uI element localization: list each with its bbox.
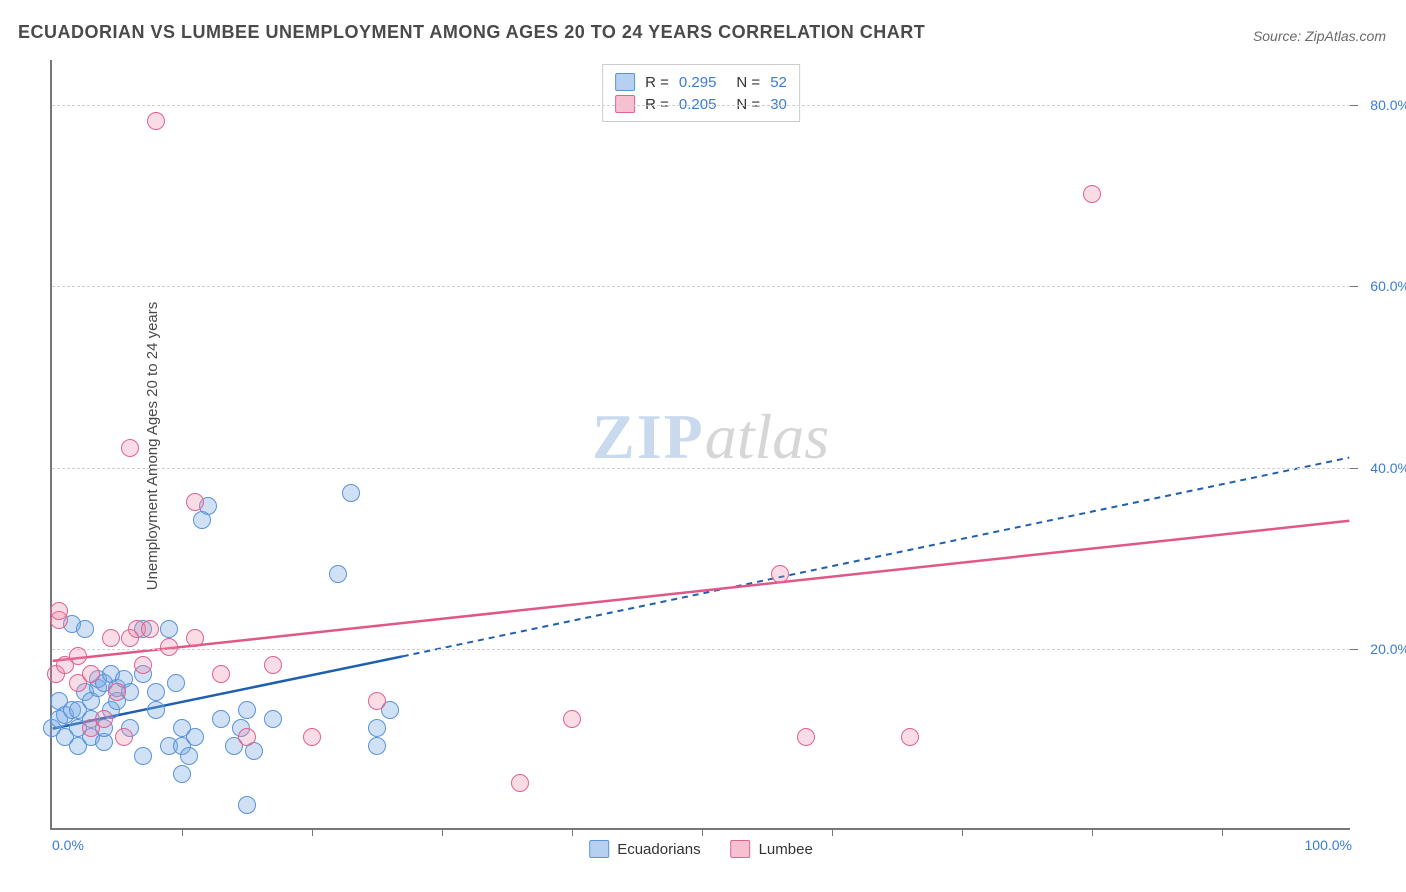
y-tick	[1350, 286, 1358, 287]
data-point	[1083, 185, 1101, 203]
data-point	[212, 710, 230, 728]
x-tick-label: 0.0%	[52, 837, 84, 853]
data-point	[50, 602, 68, 620]
x-tick	[832, 828, 833, 836]
x-tick	[572, 828, 573, 836]
data-point	[563, 710, 581, 728]
legend-r-label: R =	[645, 74, 669, 91]
watermark-zip: ZIP	[592, 401, 705, 472]
gridline	[52, 649, 1350, 650]
y-tick	[1350, 105, 1358, 106]
x-tick	[1092, 828, 1093, 836]
legend-r-label: R =	[645, 96, 669, 113]
data-point	[147, 683, 165, 701]
y-tick-label: 40.0%	[1370, 460, 1406, 476]
legend-swatch	[589, 840, 609, 858]
source-attribution: Source: ZipAtlas.com	[1253, 28, 1386, 44]
data-point	[342, 484, 360, 502]
data-point	[186, 629, 204, 647]
data-point	[264, 710, 282, 728]
data-point	[368, 719, 386, 737]
gridline	[52, 105, 1350, 106]
data-point	[173, 765, 191, 783]
data-point	[147, 112, 165, 130]
data-point	[167, 674, 185, 692]
legend-n-value: 52	[770, 74, 787, 91]
data-point	[95, 710, 113, 728]
data-point	[121, 439, 139, 457]
data-point	[147, 701, 165, 719]
data-point	[180, 747, 198, 765]
legend-row: R = 0.205 N = 30	[615, 93, 787, 115]
data-point	[160, 638, 178, 656]
data-point	[160, 620, 178, 638]
data-point	[186, 493, 204, 511]
data-point	[303, 728, 321, 746]
x-tick	[962, 828, 963, 836]
data-point	[238, 728, 256, 746]
legend-series-name: Ecuadorians	[617, 841, 700, 858]
data-point	[771, 565, 789, 583]
chart-title: ECUADORIAN VS LUMBEE UNEMPLOYMENT AMONG …	[18, 22, 925, 43]
data-point	[141, 620, 159, 638]
data-point	[134, 747, 152, 765]
legend-item: Ecuadorians	[589, 840, 700, 858]
legend-n-label: N =	[736, 74, 760, 91]
x-tick	[1222, 828, 1223, 836]
legend-n-value: 30	[770, 96, 787, 113]
watermark-atlas: atlas	[705, 401, 829, 472]
x-tick	[182, 828, 183, 836]
legend-n-label: N =	[736, 96, 760, 113]
legend-r-value: 0.205	[679, 96, 717, 113]
data-point	[368, 692, 386, 710]
y-tick-label: 20.0%	[1370, 641, 1406, 657]
plot-area: ZIPatlas R =0.295N =52R =0.205N =30 Ecua…	[50, 60, 1350, 830]
x-tick-label: 100.0%	[1305, 837, 1352, 853]
legend-item: Lumbee	[731, 840, 813, 858]
x-tick	[312, 828, 313, 836]
data-point	[115, 728, 133, 746]
correlation-legend: R = 0.295 N = 52 R = 0.205 N = 30	[602, 64, 800, 122]
y-tick-label: 60.0%	[1370, 278, 1406, 294]
data-point	[134, 656, 152, 674]
x-tick	[442, 828, 443, 836]
data-point	[238, 701, 256, 719]
data-point	[82, 665, 100, 683]
legend-swatch	[615, 95, 635, 113]
data-point	[76, 620, 94, 638]
gridline	[52, 468, 1350, 469]
data-point	[212, 665, 230, 683]
legend-r-value: 0.295	[679, 74, 717, 91]
data-point	[511, 774, 529, 792]
y-tick-label: 80.0%	[1370, 97, 1406, 113]
y-tick	[1350, 649, 1358, 650]
data-point	[329, 565, 347, 583]
legend-swatch	[615, 73, 635, 91]
watermark: ZIPatlas	[592, 400, 829, 474]
series-legend: Ecuadorians Lumbee	[589, 840, 813, 858]
data-point	[69, 647, 87, 665]
data-point	[797, 728, 815, 746]
x-tick	[702, 828, 703, 836]
data-point	[108, 683, 126, 701]
data-point	[102, 629, 120, 647]
data-point	[901, 728, 919, 746]
data-point	[238, 796, 256, 814]
legend-swatch	[731, 840, 751, 858]
gridline	[52, 286, 1350, 287]
legend-row: R = 0.295 N = 52	[615, 71, 787, 93]
legend-series-name: Lumbee	[759, 841, 813, 858]
data-point	[368, 737, 386, 755]
data-point	[186, 728, 204, 746]
data-point	[264, 656, 282, 674]
y-tick	[1350, 468, 1358, 469]
